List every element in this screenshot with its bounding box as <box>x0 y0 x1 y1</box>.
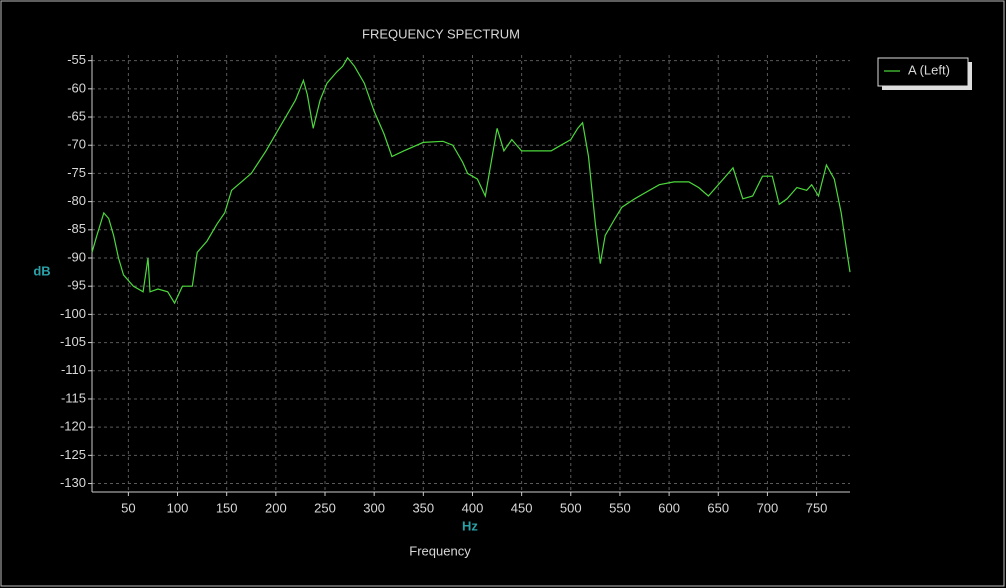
y-tick-label: -105 <box>60 334 86 349</box>
x-tick-label: 450 <box>511 500 533 515</box>
x-tick-label: 50 <box>121 500 135 515</box>
legend-label: A (Left) <box>908 62 950 77</box>
x-tick-label: 150 <box>216 500 238 515</box>
x-tick-label: 500 <box>560 500 582 515</box>
x-tick-label: 350 <box>412 500 434 515</box>
y-tick-label: -55 <box>67 52 86 67</box>
x-tick-label: 750 <box>806 500 828 515</box>
x-tick-label: 550 <box>609 500 631 515</box>
y-tick-label: -60 <box>67 80 86 95</box>
x-tick-label: 400 <box>462 500 484 515</box>
x-axis-label: Hz <box>462 518 478 533</box>
y-axis-label: dB <box>33 263 50 278</box>
y-tick-label: -100 <box>60 306 86 321</box>
y-tick-label: -125 <box>60 447 86 462</box>
y-tick-label: -85 <box>67 221 86 236</box>
x-tick-label: 300 <box>363 500 385 515</box>
x-tick-label: 600 <box>658 500 680 515</box>
y-tick-label: -90 <box>67 249 86 264</box>
y-tick-label: -70 <box>67 137 86 152</box>
legend-box <box>877 57 969 87</box>
x-tick-label: 700 <box>757 500 779 515</box>
x-tick-label: 650 <box>707 500 729 515</box>
chart-title: FREQUENCY SPECTRUM <box>362 26 520 41</box>
x-tick-label: 250 <box>314 500 336 515</box>
y-tick-label: -120 <box>60 419 86 434</box>
y-tick-label: -115 <box>61 390 86 405</box>
y-tick-label: -95 <box>67 278 86 293</box>
y-tick-label: -75 <box>67 165 86 180</box>
x-tick-label: 100 <box>167 500 189 515</box>
y-tick-label: -130 <box>60 475 86 490</box>
x-tick-label: 200 <box>265 500 287 515</box>
x-axis-subtitle: Frequency <box>409 543 471 558</box>
series-line <box>91 56 851 305</box>
y-tick-label: -80 <box>67 193 86 208</box>
y-tick-label: -110 <box>61 362 86 377</box>
y-tick-label: -65 <box>67 108 86 123</box>
